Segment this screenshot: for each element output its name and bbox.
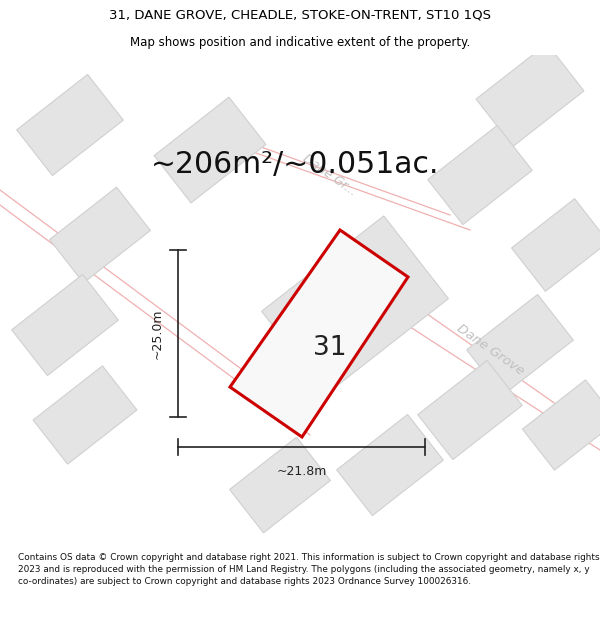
Polygon shape: [512, 199, 600, 291]
Text: Dane Gr...: Dane Gr...: [301, 152, 359, 198]
Polygon shape: [17, 74, 124, 176]
Text: 31, DANE GROVE, CHEADLE, STOKE-ON-TRENT, ST10 1QS: 31, DANE GROVE, CHEADLE, STOKE-ON-TRENT,…: [109, 8, 491, 21]
Polygon shape: [467, 294, 574, 396]
Polygon shape: [154, 97, 266, 203]
Polygon shape: [50, 187, 151, 283]
Text: ~21.8m: ~21.8m: [277, 465, 326, 478]
Polygon shape: [523, 380, 600, 470]
Polygon shape: [428, 126, 532, 224]
Text: Map shows position and indicative extent of the property.: Map shows position and indicative extent…: [130, 36, 470, 49]
Text: ~206m²/~0.051ac.: ~206m²/~0.051ac.: [151, 151, 439, 179]
Text: Dane Grove: Dane Grove: [454, 322, 526, 378]
Polygon shape: [476, 44, 584, 146]
Polygon shape: [11, 274, 118, 376]
Polygon shape: [230, 230, 408, 437]
Text: 31: 31: [313, 335, 347, 361]
Polygon shape: [418, 361, 522, 459]
Polygon shape: [33, 366, 137, 464]
Polygon shape: [337, 414, 443, 516]
Text: Contains OS data © Crown copyright and database right 2021. This information is : Contains OS data © Crown copyright and d…: [18, 553, 599, 586]
Polygon shape: [230, 437, 331, 533]
Text: ~25.0m: ~25.0m: [151, 308, 164, 359]
Polygon shape: [262, 216, 448, 394]
